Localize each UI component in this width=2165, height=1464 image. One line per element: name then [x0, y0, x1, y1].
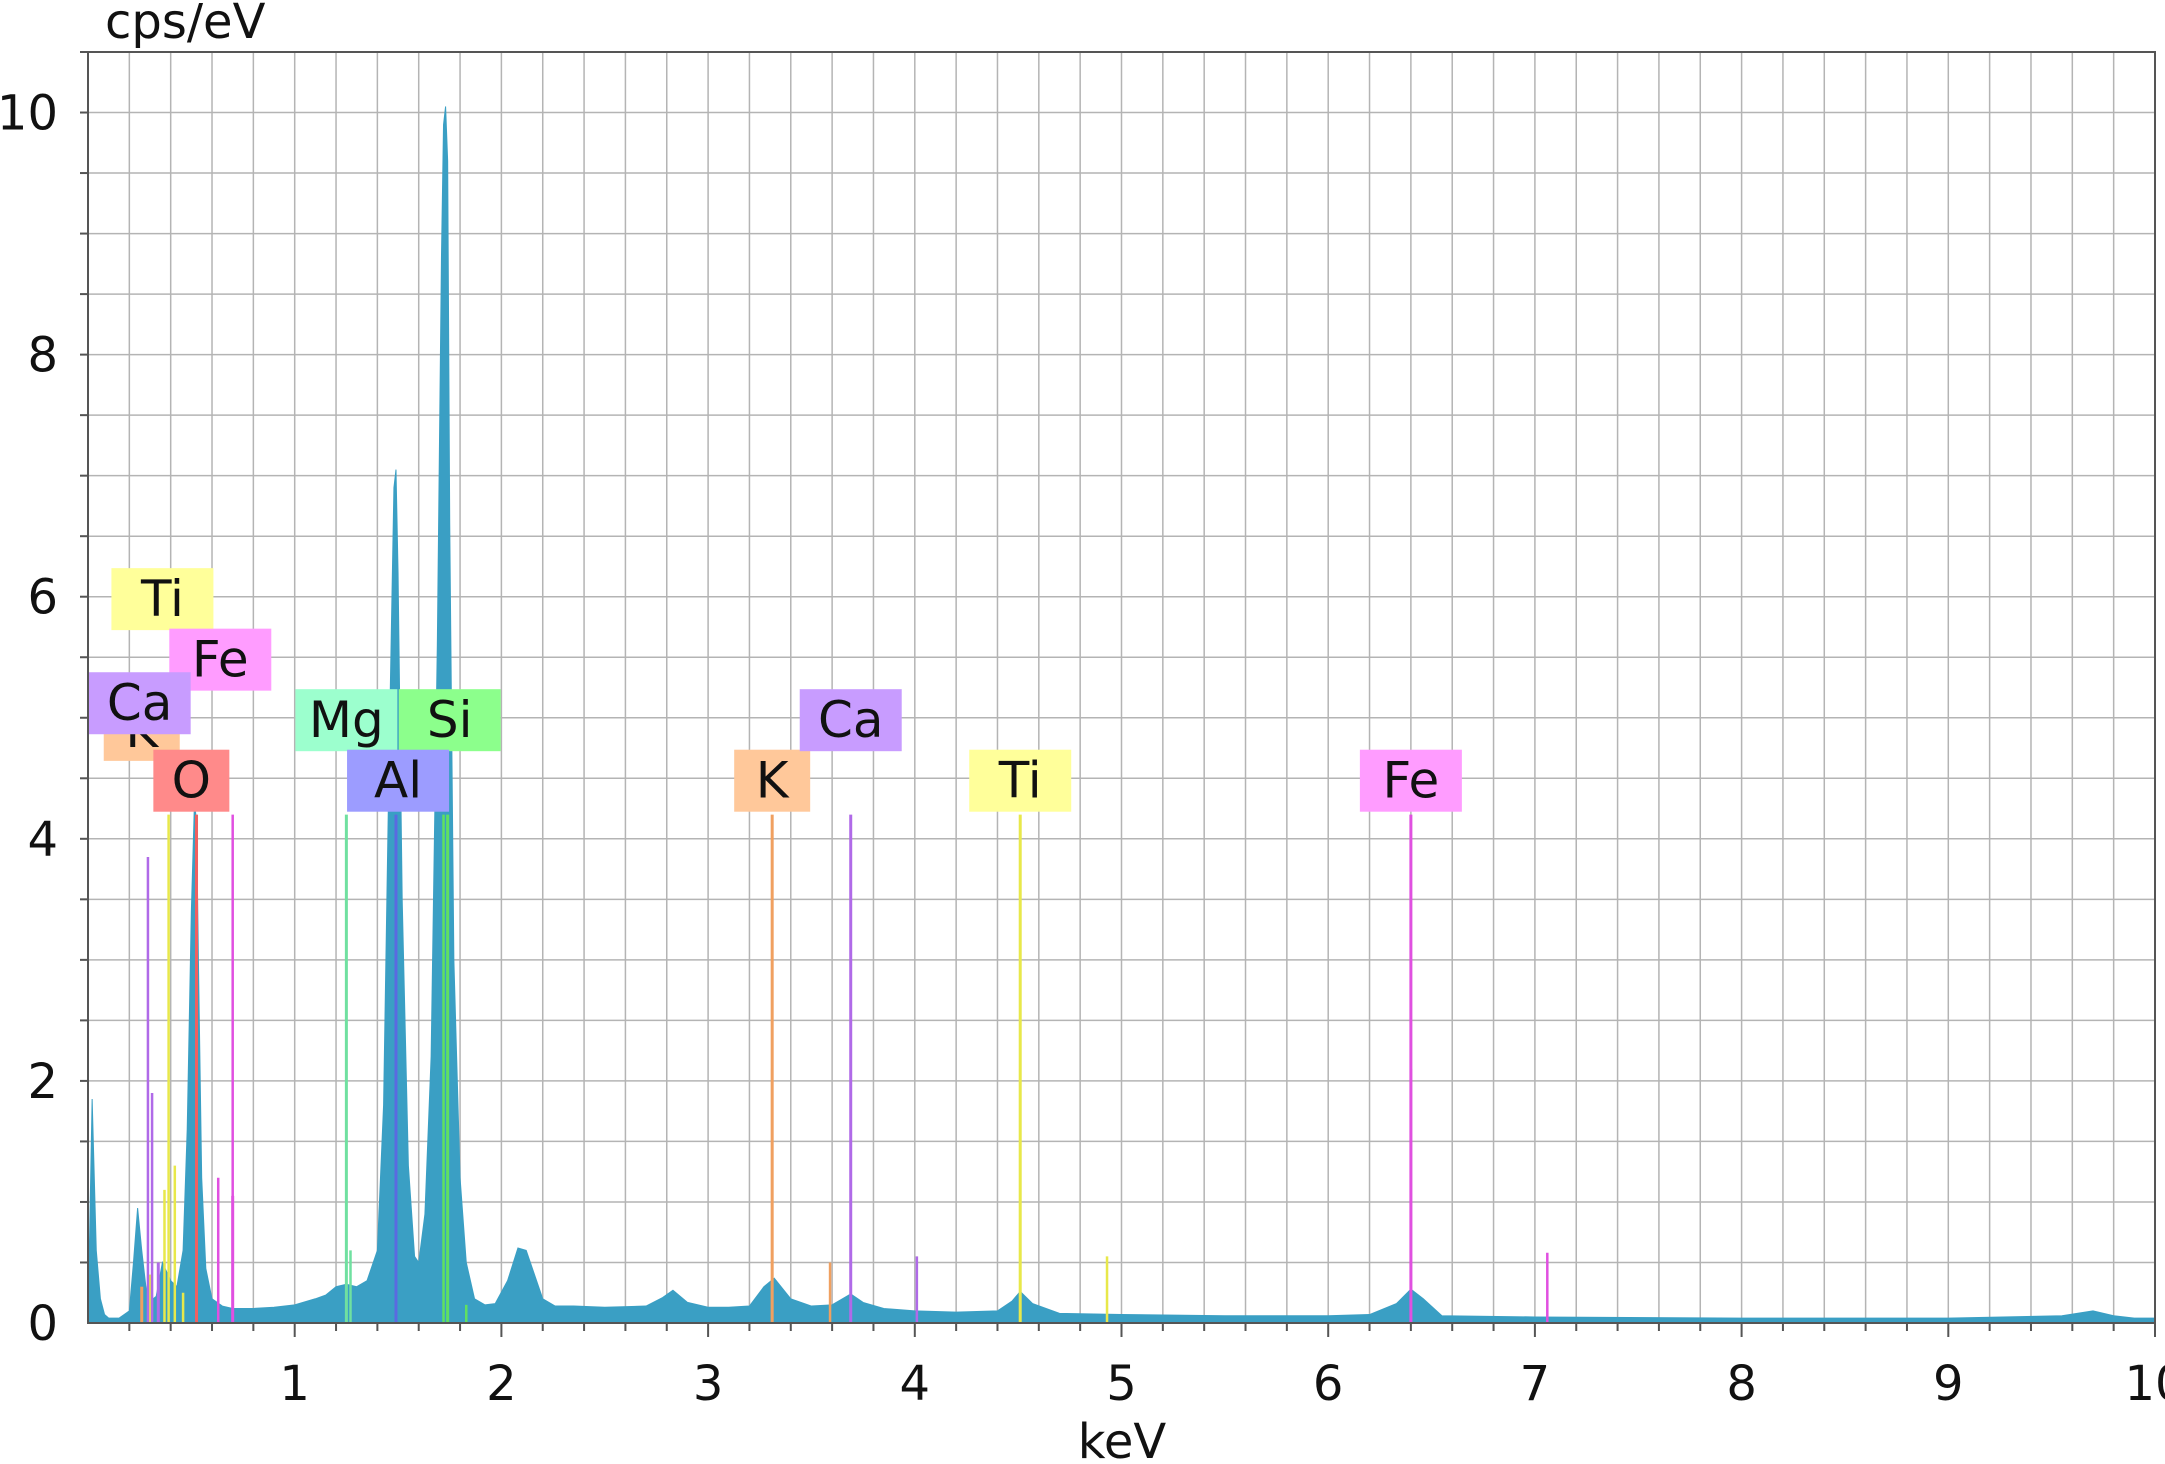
element-label-box — [1359, 749, 1462, 812]
element-label-ti: Ti — [111, 568, 214, 631]
element-label-text: Mg — [309, 691, 384, 749]
y-tick-label: 6 — [27, 570, 58, 626]
y-tick-label: 0 — [27, 1296, 58, 1352]
element-label-text: Si — [427, 691, 473, 749]
element-label-text: Ca — [818, 691, 884, 749]
element-label-text: Ca — [107, 674, 173, 732]
y-axis-ticks: 0 2 4 6 8 10 — [0, 51, 88, 1352]
element-label-box — [88, 672, 191, 735]
x-tick-label: 1 — [279, 1356, 310, 1412]
y-tick-label: 2 — [27, 1054, 58, 1110]
element-label-fe: Fe — [1359, 749, 1462, 812]
x-tick-label: 5 — [1106, 1356, 1137, 1412]
element-label-k: K — [734, 749, 811, 812]
element-label-box — [799, 689, 902, 752]
element-label-text: Fe — [192, 631, 249, 689]
element-label-box — [153, 749, 230, 812]
x-axis-label: keV — [1078, 1414, 1167, 1464]
element-label-ca: Ca — [88, 672, 191, 735]
element-labels: TiFeKCaOMgSiAlKCaTiFe — [88, 568, 1462, 812]
element-label-box — [347, 749, 450, 812]
grid-lines — [88, 51, 2156, 1323]
element-label-box — [295, 689, 398, 752]
element-label-text: Fe — [1382, 752, 1439, 810]
element-label-box — [111, 568, 214, 631]
element-label-text: K — [756, 752, 790, 810]
element-label-si: Si — [398, 689, 501, 752]
element-label-box — [398, 689, 501, 752]
x-tick-label: 6 — [1313, 1356, 1344, 1412]
x-tick-label: 10 — [2124, 1356, 2165, 1412]
element-label-text: Ti — [140, 570, 184, 628]
x-tick-label: 3 — [693, 1356, 724, 1412]
x-tick-label: 7 — [1520, 1356, 1551, 1412]
x-tick-label: 9 — [1933, 1356, 1964, 1412]
element-label-text: O — [172, 752, 211, 810]
element-label-mg: Mg — [295, 689, 398, 752]
x-tick-label: 4 — [900, 1356, 931, 1412]
element-label-text: Al — [374, 752, 422, 810]
element-label-ti: Ti — [969, 749, 1072, 812]
y-tick-label: 8 — [27, 328, 58, 384]
element-marker-lines — [140, 814, 1549, 1323]
element-label-box — [734, 749, 811, 812]
element-label-al: Al — [347, 749, 450, 812]
y-axis-label: cps/eV — [105, 0, 266, 50]
element-label-text: Ti — [998, 752, 1042, 810]
element-label-ca: Ca — [799, 689, 902, 752]
y-tick-label: 4 — [27, 812, 58, 868]
y-tick-label: 10 — [0, 86, 58, 142]
x-tick-label: 2 — [486, 1356, 517, 1412]
element-label-o: O — [153, 749, 230, 812]
x-tick-label: 8 — [1726, 1356, 1757, 1412]
element-label-box — [969, 749, 1072, 812]
x-axis-ticks: 1 2 3 4 5 6 7 8 9 10 — [128, 1323, 2165, 1412]
